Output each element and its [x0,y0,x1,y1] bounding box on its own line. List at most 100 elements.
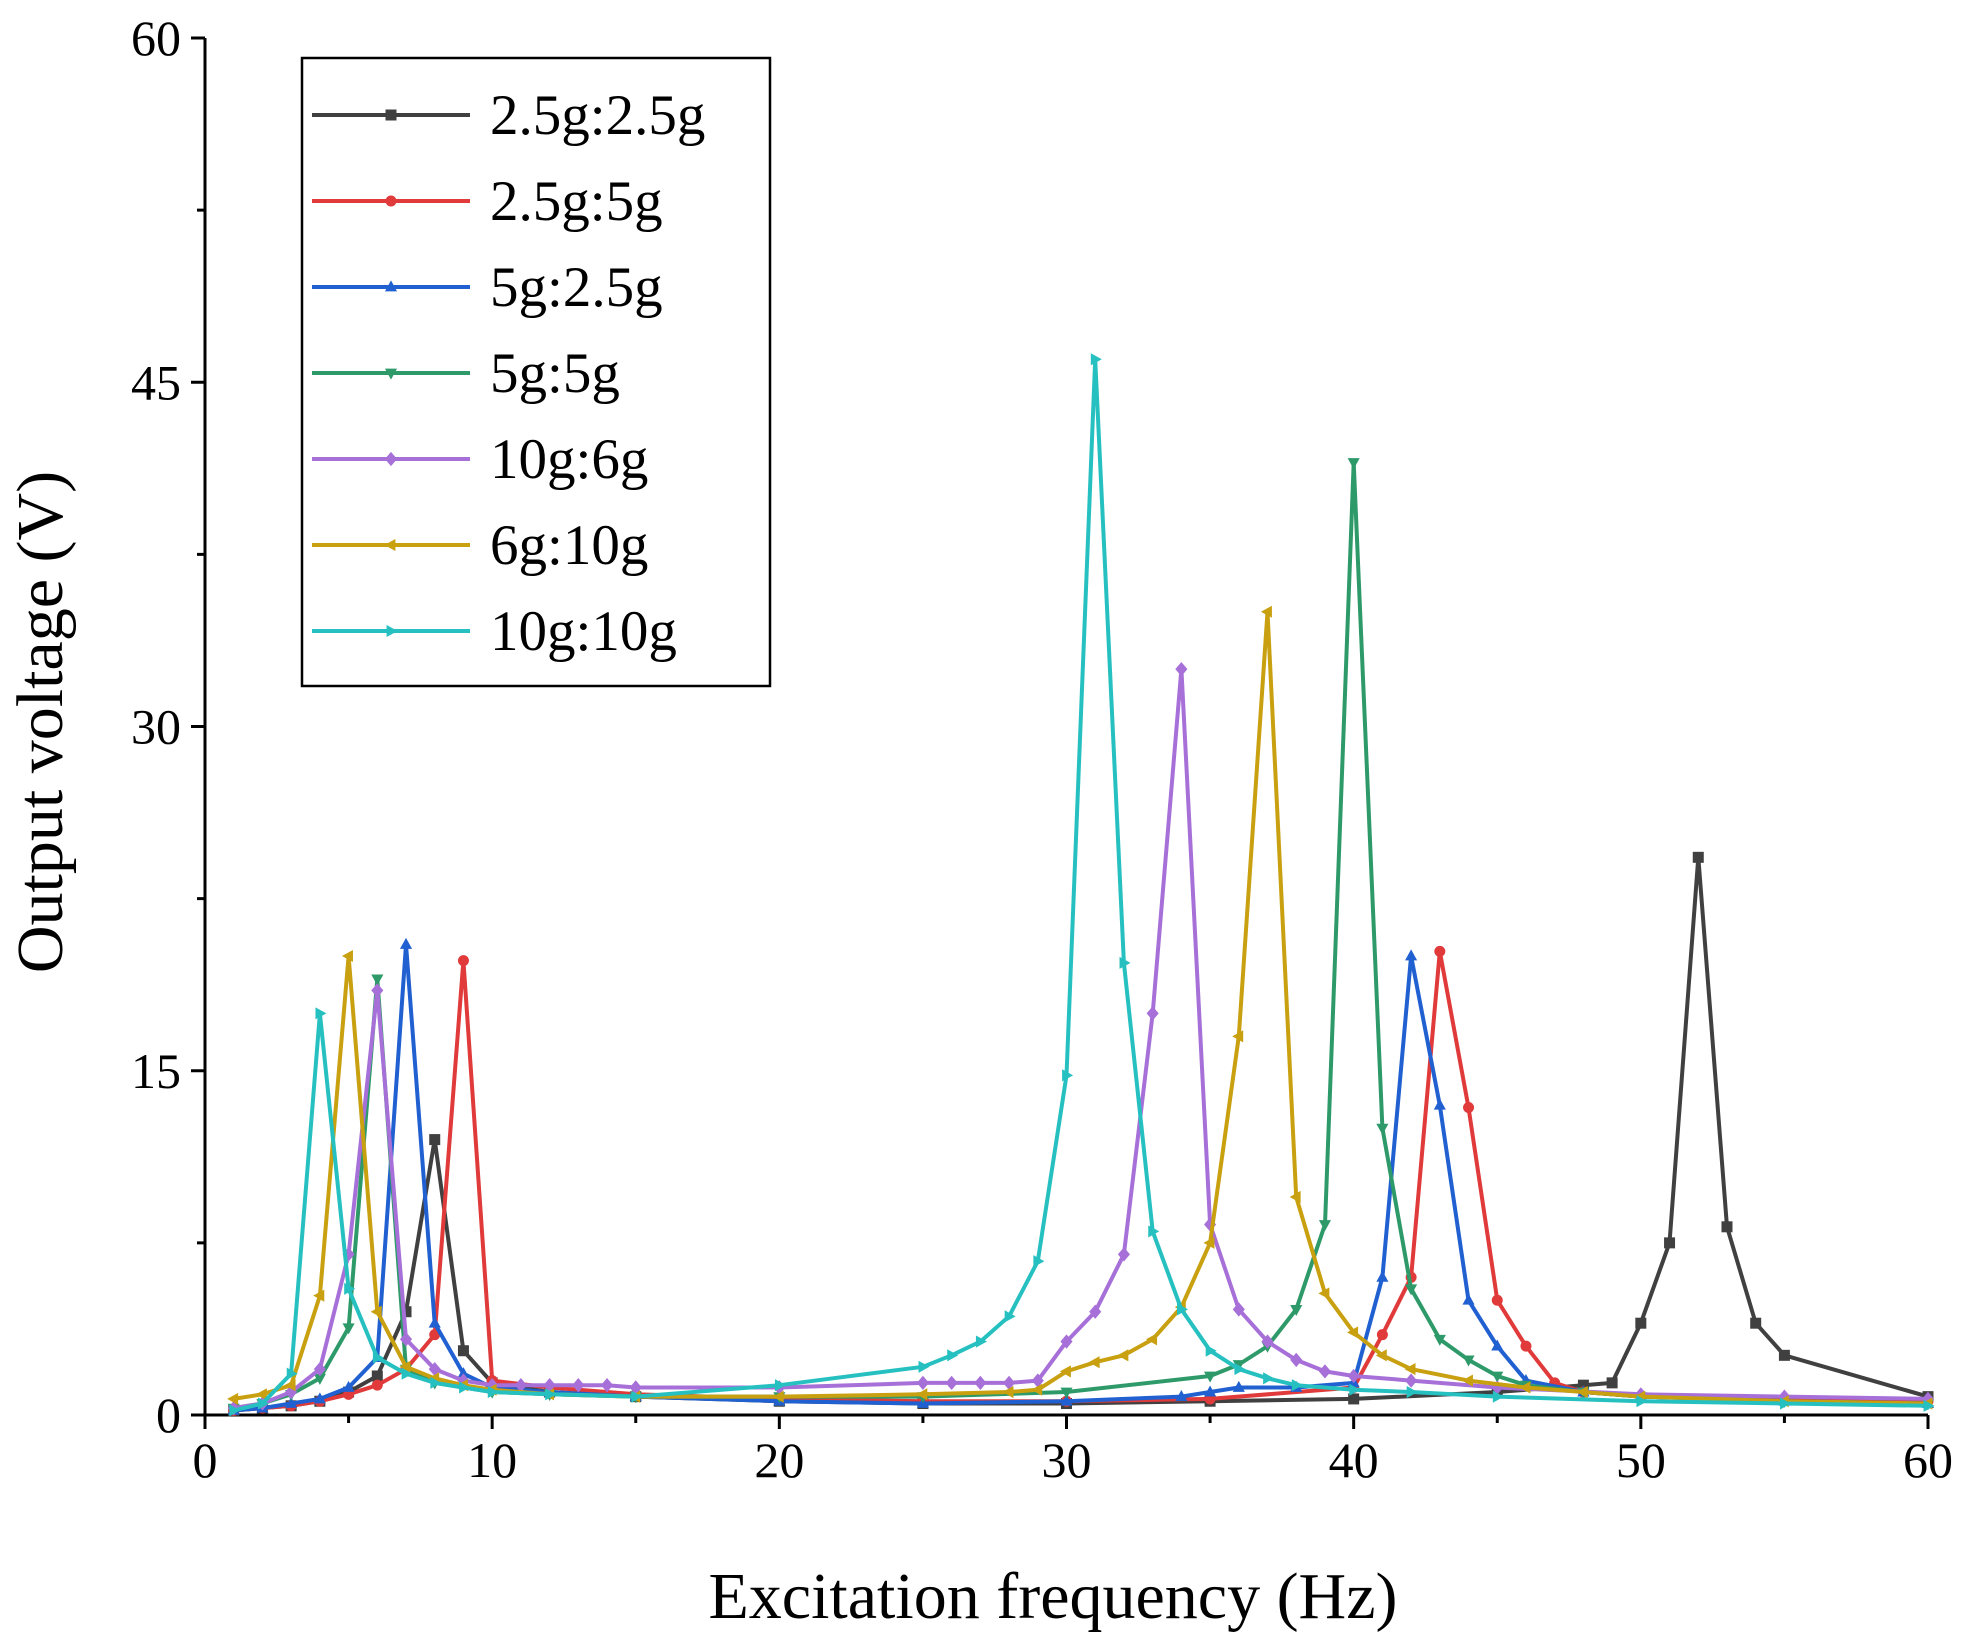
data-point-10g-6g [399,1332,413,1347]
data-point-10g-6g [1405,1373,1418,1388]
series-10g-6g [227,661,1935,1416]
data-point-6g-10g [255,1388,267,1401]
data-point-10g-10g [1263,1372,1275,1385]
y-tick-label: 0 [156,1387,181,1443]
data-point-10g-10g [918,1360,930,1373]
x-tick-label: 50 [1616,1432,1666,1488]
legend-item-2-5g-5g: 2.5g:5g [312,170,663,233]
x-tick-label: 60 [1903,1432,1953,1488]
legend-marker [384,280,398,292]
data-point-10g-10g [1004,1310,1016,1323]
data-point-10g-6g [1261,1334,1274,1349]
legend-label: 10g:10g [490,600,677,663]
data-point-10g-10g [1062,1069,1074,1082]
data-point-6g-10g [1117,1349,1129,1362]
x-tick-label: 30 [1042,1432,1092,1488]
data-point-6g-10g [399,1360,411,1373]
data-point-10g-6g [600,1378,614,1393]
data-point-5g-5g [1462,1355,1475,1367]
data-point-2-5g-2-5g [1664,1237,1676,1249]
data-point-10g-10g [1636,1395,1648,1408]
data-point-5g-5g [1290,1305,1303,1317]
legend-item-10g-6g: 10g:6g [312,428,648,491]
legend-marker [384,538,396,552]
data-point-2-5g-2-5g [1606,1377,1618,1389]
data-point-6g-10g [1461,1374,1473,1387]
legend-label: 2.5g:2.5g [490,84,705,147]
data-point-5g-5g [342,1323,355,1335]
data-point-10g-10g [1780,1397,1792,1410]
legend-item-5g-5g: 5g:5g [312,342,620,405]
data-point-6g-10g [1347,1326,1359,1339]
x-axis-title: Excitation frequency (Hz) [708,1560,1397,1633]
data-point-10g-6g [285,1384,298,1400]
x-tick-label: 40 [1329,1432,1379,1488]
data-point-10g-6g [945,1375,958,1391]
legend-marker [386,624,398,638]
data-point-10g-6g [514,1378,527,1393]
data-point-10g-6g [1318,1364,1331,1379]
data-point-5g-2-5g [1462,1293,1475,1305]
data-point-6g-10g [370,1305,382,1318]
data-point-2-5g-2-5g [1577,1379,1589,1391]
y-tick-label: 30 [131,699,181,755]
data-point-10g-10g [1291,1379,1303,1392]
data-point-5g-5g [1347,458,1360,470]
data-point-5g-5g [1433,1334,1446,1346]
data-point-5g-2-5g [1232,1380,1245,1392]
data-point-5g-5g [1405,1284,1418,1296]
data-point-5g-5g [371,974,384,986]
data-point-6g-10g [1404,1363,1416,1376]
data-point-10g-6g [543,1378,556,1393]
data-point-6g-10g [772,1390,784,1403]
data-point-2-5g-2-5g [457,1345,469,1357]
data-point-6g-10g [1002,1386,1014,1399]
series-10g-10g [229,353,1935,1417]
data-point-5g-2-5g [399,937,413,949]
data-point-2-5g-2-5g [1750,1317,1762,1329]
data-point-10g-6g [371,983,384,998]
data-point-2-5g-5g [1463,1101,1475,1113]
data-point-10g-10g [774,1379,786,1392]
data-point-10g-6g [342,1247,355,1262]
data-point-5g-2-5g [342,1380,355,1392]
data-point-10g-10g [258,1397,270,1410]
legend-item-10g-10g: 10g:10g [312,600,677,663]
data-point-5g-5g [1318,1220,1331,1232]
data-point-10g-6g [1060,1334,1073,1349]
data-point-5g-2-5g [285,1396,298,1408]
data-point-6g-10g [1260,605,1272,618]
data-point-10g-6g [1031,1373,1044,1388]
data-point-6g-10g [227,1392,239,1405]
data-point-10g-10g [1923,1399,1935,1412]
data-point-5g-5g [1204,1371,1217,1383]
data-point-10g-6g [629,1380,642,1395]
data-point-6g-10g [1203,1236,1215,1249]
data-point-10g-10g [344,1282,356,1295]
data-point-5g-5g [313,1373,326,1385]
series-2-5g-2-5g [228,851,1934,1416]
data-point-10g-6g [1290,1352,1303,1368]
data-point-6g-10g [1059,1365,1071,1378]
data-point-5g-5g [1060,1387,1073,1399]
axes: 0 10 20 30 40 50 60 0 15 30 45 60 [131,10,1953,1488]
data-point-10g-6g [457,1373,470,1388]
data-point-10g-6g [1232,1302,1245,1317]
legend-item-5g-2-5g: 5g:2.5g [312,256,663,319]
data-point-2-5g-2-5g [1721,1221,1733,1233]
data-point-10g-6g [1089,1304,1102,1319]
legend-marker [384,451,398,467]
x-tick-label: 20 [754,1432,804,1488]
legend-marker [385,195,397,207]
data-point-10g-6g [1117,1247,1130,1262]
legend: 2.5g:2.5g 2.5g:5g 5g:2.5g 5g:5g 10g:6g 6g:10g… [300,56,772,688]
data-point-2-5g-2-5g [1692,851,1704,863]
legend-marker [384,368,398,380]
legend-marker [385,109,397,121]
data-point-10g-10g [401,1367,413,1380]
legend-label: 6g:10g [490,514,648,577]
data-point-10g-6g [1003,1375,1016,1391]
data-point-10g-10g [286,1367,298,1380]
data-point-5g-2-5g [457,1367,470,1379]
data-point-10g-10g [229,1404,241,1417]
